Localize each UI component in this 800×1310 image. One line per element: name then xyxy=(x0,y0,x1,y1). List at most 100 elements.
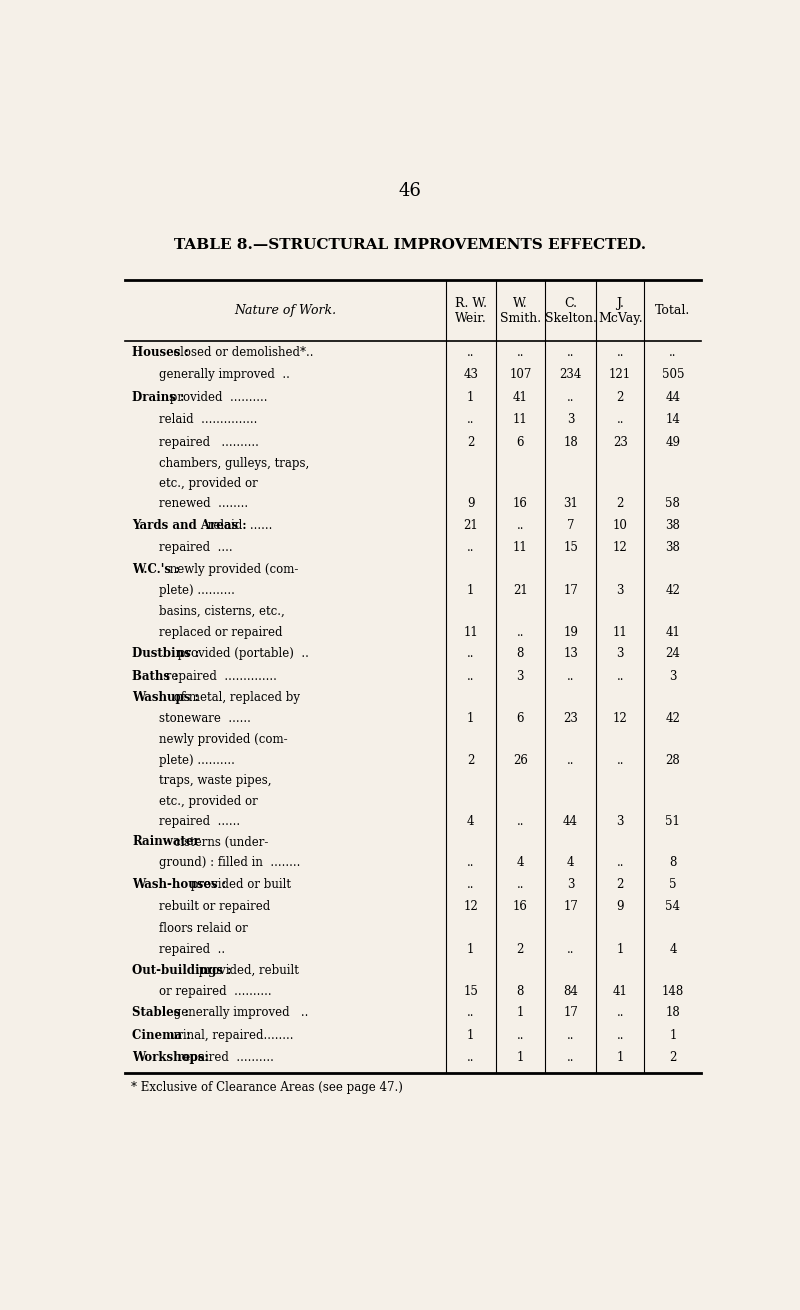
Text: 11: 11 xyxy=(513,541,528,554)
Text: 6: 6 xyxy=(517,713,524,726)
Text: 2: 2 xyxy=(517,943,524,956)
Text: plete) ..........: plete) .......... xyxy=(159,584,234,597)
Text: 43: 43 xyxy=(463,368,478,381)
Text: etc., provided or: etc., provided or xyxy=(159,477,258,490)
Text: ..: .. xyxy=(467,857,474,870)
Text: C.
Skelton.: C. Skelton. xyxy=(545,296,597,325)
Text: ..: .. xyxy=(517,815,524,828)
Text: Drains :: Drains : xyxy=(132,390,185,403)
Text: or repaired  ..........: or repaired .......... xyxy=(159,985,271,998)
Text: 148: 148 xyxy=(662,985,684,998)
Text: 5: 5 xyxy=(669,878,677,891)
Text: 9: 9 xyxy=(467,498,474,511)
Text: 23: 23 xyxy=(613,436,628,448)
Text: 44: 44 xyxy=(563,815,578,828)
Text: ..: .. xyxy=(567,346,574,359)
Text: stoneware  ......: stoneware ...... xyxy=(159,713,250,726)
Text: repaired  ..: repaired .. xyxy=(159,943,225,956)
Text: 8: 8 xyxy=(517,647,524,660)
Text: ..: .. xyxy=(517,519,524,532)
Text: ..: .. xyxy=(467,413,474,426)
Text: J.
McVay.: J. McVay. xyxy=(598,296,642,325)
Text: provided or built: provided or built xyxy=(187,878,291,891)
Text: 4: 4 xyxy=(467,815,474,828)
Text: generally improved   ..: generally improved .. xyxy=(170,1006,309,1019)
Text: 2: 2 xyxy=(467,753,474,766)
Text: 21: 21 xyxy=(463,519,478,532)
Text: 3: 3 xyxy=(567,413,574,426)
Text: 3: 3 xyxy=(669,669,677,683)
Text: relaid  ......: relaid ...... xyxy=(204,519,272,532)
Text: basins, cisterns, etc.,: basins, cisterns, etc., xyxy=(159,605,285,618)
Text: 2: 2 xyxy=(617,498,624,511)
Text: 8: 8 xyxy=(517,985,524,998)
Text: 2: 2 xyxy=(617,878,624,891)
Text: urinal, repaired........: urinal, repaired........ xyxy=(166,1028,294,1041)
Text: rebuilt or repaired: rebuilt or repaired xyxy=(159,900,270,913)
Text: Houses :: Houses : xyxy=(132,346,189,359)
Text: ..: .. xyxy=(617,753,624,766)
Text: 3: 3 xyxy=(617,647,624,660)
Text: ..: .. xyxy=(467,647,474,660)
Text: Washups :: Washups : xyxy=(132,692,199,705)
Text: 17: 17 xyxy=(563,1006,578,1019)
Text: ground) : filled in  ........: ground) : filled in ........ xyxy=(159,857,300,870)
Text: 24: 24 xyxy=(666,647,680,660)
Text: 4: 4 xyxy=(517,857,524,870)
Text: ..: .. xyxy=(567,753,574,766)
Text: 12: 12 xyxy=(613,713,627,726)
Text: ..: .. xyxy=(517,1028,524,1041)
Text: 31: 31 xyxy=(563,498,578,511)
Text: 121: 121 xyxy=(609,368,631,381)
Text: 14: 14 xyxy=(666,413,680,426)
Text: 13: 13 xyxy=(563,647,578,660)
Text: repaired   ..........: repaired .......... xyxy=(159,436,258,448)
Text: 38: 38 xyxy=(666,541,680,554)
Text: repaired  ....: repaired .... xyxy=(159,541,233,554)
Text: repaired  ..........: repaired .......... xyxy=(174,1052,274,1064)
Text: 16: 16 xyxy=(513,498,528,511)
Text: Workshops:: Workshops: xyxy=(132,1052,209,1064)
Text: 19: 19 xyxy=(563,626,578,638)
Text: 12: 12 xyxy=(613,541,627,554)
Text: 3: 3 xyxy=(517,669,524,683)
Text: 2: 2 xyxy=(617,390,624,403)
Text: 7: 7 xyxy=(567,519,574,532)
Text: 38: 38 xyxy=(666,519,680,532)
Text: * Exclusive of Clearance Areas (see page 47.): * Exclusive of Clearance Areas (see page… xyxy=(131,1081,403,1094)
Text: 42: 42 xyxy=(666,713,680,726)
Text: 15: 15 xyxy=(563,541,578,554)
Text: 234: 234 xyxy=(559,368,582,381)
Text: Yards and Areas :: Yards and Areas : xyxy=(132,519,247,532)
Text: 6: 6 xyxy=(517,436,524,448)
Text: R. W.
Weir.: R. W. Weir. xyxy=(454,296,486,325)
Text: generally improved  ..: generally improved .. xyxy=(159,368,290,381)
Text: of metal, replaced by: of metal, replaced by xyxy=(170,692,300,705)
Text: traps, waste pipes,: traps, waste pipes, xyxy=(159,774,271,787)
Text: 3: 3 xyxy=(617,584,624,597)
Text: renewed  ........: renewed ........ xyxy=(159,498,248,511)
Text: ..: .. xyxy=(567,669,574,683)
Text: 16: 16 xyxy=(513,900,528,913)
Text: provided  ..........: provided .......... xyxy=(166,390,267,403)
Text: Out-buildings :: Out-buildings : xyxy=(132,964,232,977)
Text: ..: .. xyxy=(467,1052,474,1064)
Text: 28: 28 xyxy=(666,753,680,766)
Text: ..: .. xyxy=(617,669,624,683)
Text: ..: .. xyxy=(617,1006,624,1019)
Text: ..: .. xyxy=(467,878,474,891)
Text: 42: 42 xyxy=(666,584,680,597)
Text: 26: 26 xyxy=(513,753,528,766)
Text: 11: 11 xyxy=(463,626,478,638)
Text: 41: 41 xyxy=(666,626,680,638)
Text: 41: 41 xyxy=(613,985,628,998)
Text: Rainwater: Rainwater xyxy=(132,836,200,849)
Text: 1: 1 xyxy=(669,1028,677,1041)
Text: provided, rebuilt: provided, rebuilt xyxy=(195,964,299,977)
Text: 1: 1 xyxy=(467,1028,474,1041)
Text: Baths :: Baths : xyxy=(132,669,178,683)
Text: 18: 18 xyxy=(666,1006,680,1019)
Text: ..: .. xyxy=(617,413,624,426)
Text: 1: 1 xyxy=(617,943,624,956)
Text: W.C.'s :: W.C.'s : xyxy=(132,563,180,576)
